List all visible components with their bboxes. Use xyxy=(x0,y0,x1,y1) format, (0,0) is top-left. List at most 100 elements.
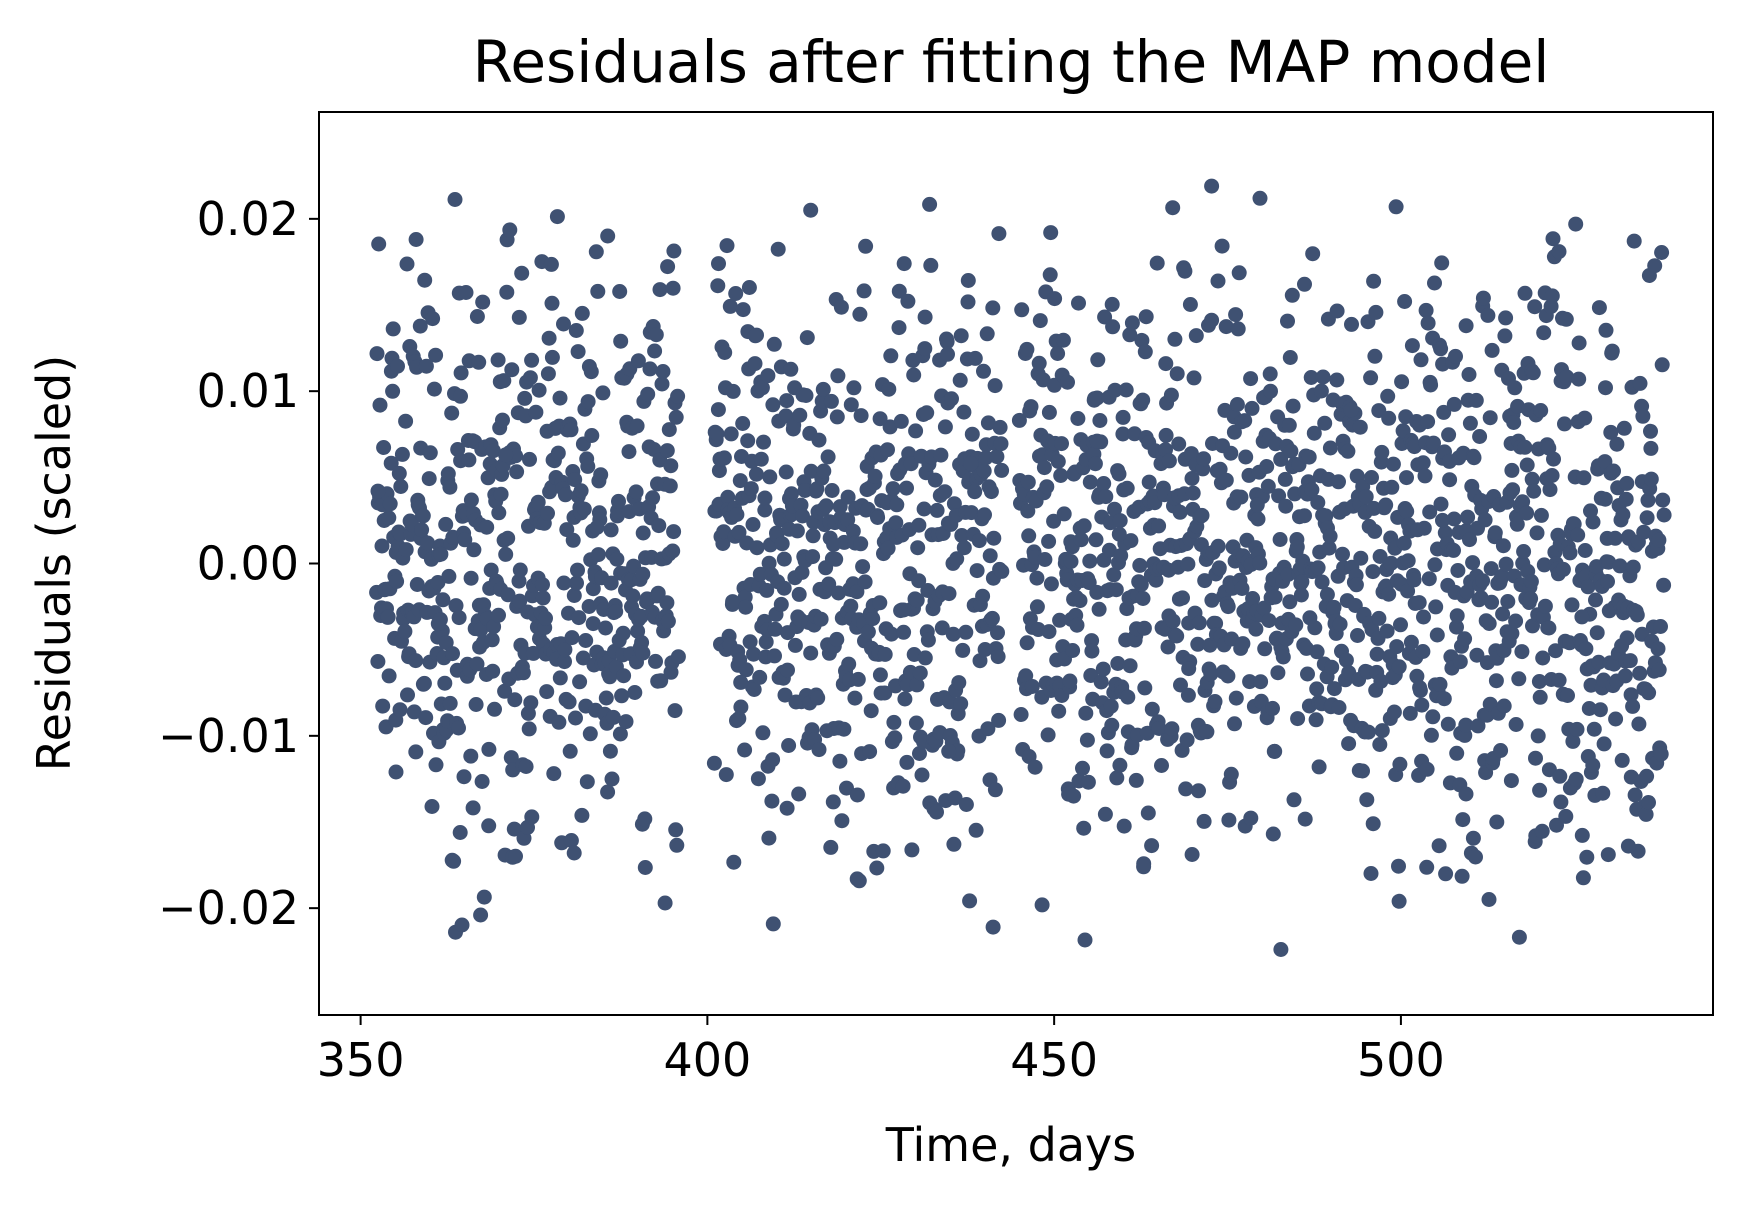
scatter-point xyxy=(511,309,527,325)
scatter-point xyxy=(463,748,479,764)
scatter-point xyxy=(1194,507,1210,523)
scatter-point xyxy=(487,701,502,717)
scatter-point xyxy=(958,797,974,812)
scatter-point xyxy=(1535,650,1551,666)
scatter-point xyxy=(1458,318,1474,334)
scatter-point xyxy=(1164,721,1180,737)
scatter-point xyxy=(630,353,646,369)
scatter-point xyxy=(1466,450,1482,466)
scatter-point xyxy=(1096,476,1112,491)
scatter-point xyxy=(711,256,726,272)
scatter-point xyxy=(469,656,485,672)
scatter-point xyxy=(569,575,584,591)
scatter-point xyxy=(665,543,681,559)
scatter-point xyxy=(566,588,582,603)
scatter-point xyxy=(556,316,571,332)
scatter-point xyxy=(1073,532,1089,548)
scatter-point xyxy=(1332,616,1348,632)
scatter-point xyxy=(1638,806,1654,822)
scatter-point xyxy=(1604,343,1620,359)
scatter-point xyxy=(774,536,790,552)
scatter-point xyxy=(990,625,1005,641)
scatter-point xyxy=(1516,544,1532,559)
scatter-point xyxy=(778,464,794,480)
scatter-point xyxy=(1135,392,1151,408)
scatter-point xyxy=(1090,352,1106,368)
scatter-point xyxy=(1399,470,1414,486)
scatter-point xyxy=(507,692,523,708)
scatter-point xyxy=(1317,415,1333,431)
scatter-point xyxy=(399,256,415,272)
scatter-point xyxy=(647,343,663,359)
scatter-point xyxy=(1099,743,1115,759)
scatter-point xyxy=(748,466,764,482)
scatter-point xyxy=(891,283,907,299)
scatter-point xyxy=(761,555,777,571)
scatter-point xyxy=(759,582,775,598)
scatter-point xyxy=(731,524,747,540)
scatter-point xyxy=(1321,540,1337,556)
scatter-point xyxy=(1641,685,1657,701)
scatter-point xyxy=(1429,627,1445,643)
scatter-point xyxy=(849,871,865,887)
scatter-point xyxy=(1617,668,1633,684)
scatter-point xyxy=(828,551,844,567)
scatter-point xyxy=(1552,768,1568,784)
scatter-point xyxy=(380,609,396,625)
scatter-point xyxy=(1625,559,1641,575)
scatter-point xyxy=(1181,661,1197,677)
scatter-point xyxy=(1400,553,1416,569)
scatter-point xyxy=(1115,409,1131,425)
scatter-point xyxy=(780,662,795,678)
scatter-point xyxy=(500,530,516,546)
scatter-point xyxy=(1089,433,1105,449)
scatter-point xyxy=(810,690,826,706)
scatter-point xyxy=(421,471,437,487)
scatter-point xyxy=(437,675,453,691)
scatter-point xyxy=(506,821,522,837)
y-tick-label: −0.01 xyxy=(158,709,299,763)
scatter-point xyxy=(1548,643,1563,659)
scatter-point xyxy=(969,563,985,579)
scatter-point xyxy=(557,654,572,670)
scatter-point xyxy=(568,323,584,338)
scatter-point xyxy=(963,456,979,471)
scatter-point xyxy=(1071,295,1086,311)
scatter-point xyxy=(370,654,386,669)
scatter-point xyxy=(916,501,932,517)
scatter-point xyxy=(575,650,591,666)
scatter-point xyxy=(958,624,974,640)
scatter-point xyxy=(985,919,1001,935)
scatter-point xyxy=(910,540,926,556)
scatter-point xyxy=(612,284,628,299)
scatter-point xyxy=(655,364,671,379)
scatter-point xyxy=(1396,535,1412,551)
scatter-point xyxy=(1204,312,1220,328)
scatter-point xyxy=(1322,528,1338,544)
scatter-point xyxy=(1036,460,1052,476)
scatter-point xyxy=(725,383,741,399)
scatter-point xyxy=(1650,641,1666,657)
scatter-point xyxy=(1504,462,1520,478)
scatter-point xyxy=(1544,468,1560,483)
scatter-point xyxy=(920,583,936,598)
scatter-point xyxy=(376,440,392,455)
y-tick-label: 0.00 xyxy=(197,537,299,591)
scatter-point xyxy=(398,413,414,429)
scatter-point xyxy=(1427,275,1442,291)
scatter-point xyxy=(746,682,762,697)
scatter-point xyxy=(1527,299,1543,315)
scatter-point xyxy=(1082,474,1098,490)
scatter-point xyxy=(875,843,891,859)
scatter-point xyxy=(1359,792,1375,808)
scatter-point xyxy=(909,592,925,608)
scatter-point xyxy=(640,386,656,402)
scatter-point xyxy=(1136,859,1152,875)
scatter-point xyxy=(1559,369,1575,385)
scatter-point xyxy=(1244,400,1260,416)
scatter-point xyxy=(815,381,831,397)
scatter-point xyxy=(1218,319,1234,335)
scatter-point xyxy=(985,300,1001,316)
scatter-point xyxy=(1546,451,1561,467)
scatter-point xyxy=(1270,665,1286,681)
